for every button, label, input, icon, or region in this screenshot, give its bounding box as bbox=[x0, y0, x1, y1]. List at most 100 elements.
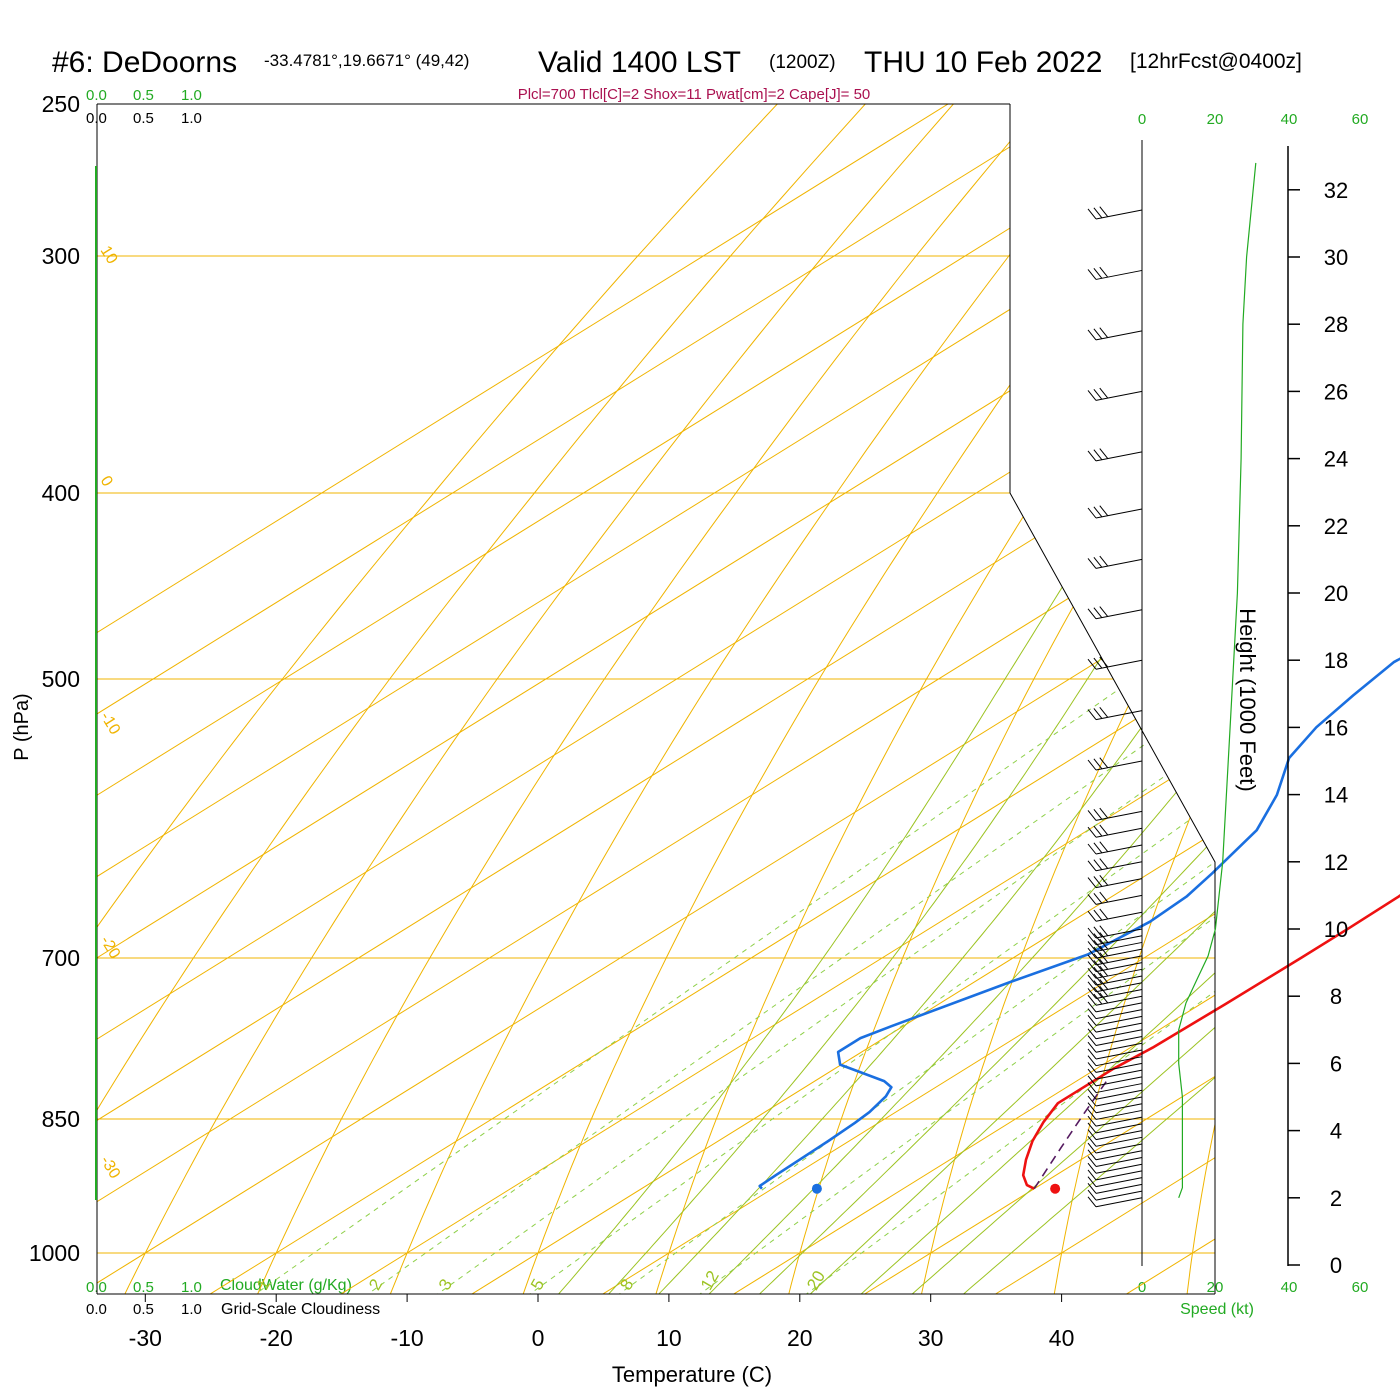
moist-adiabat-20 bbox=[719, 104, 1215, 1294]
wind-barb-flag bbox=[1099, 555, 1109, 567]
wind-barb-flag bbox=[1093, 657, 1103, 669]
isotherm--110 bbox=[97, 104, 1047, 1294]
wind-barb bbox=[1095, 1123, 1143, 1134]
wind-barb-flag bbox=[1093, 987, 1103, 998]
forecast-label: [12hrFcst@0400z] bbox=[1130, 50, 1302, 73]
wind-barb-flag bbox=[1099, 959, 1109, 970]
mixing-ratio-label: 12 bbox=[697, 1267, 723, 1293]
isotherm--80 bbox=[97, 104, 1215, 1294]
wind-barb bbox=[1095, 948, 1143, 959]
height-tick-label: 12 bbox=[1324, 850, 1348, 875]
wind-barb-flag bbox=[1087, 894, 1097, 905]
wind-barb-flag bbox=[1087, 1075, 1097, 1087]
cloud-scale-bottom-b0: 0.0 bbox=[86, 1301, 107, 1318]
moist-adiabat-8 bbox=[573, 104, 1215, 1294]
wind-barb-flag bbox=[1087, 1008, 1097, 1019]
wind-barb bbox=[1095, 1042, 1143, 1053]
moist-adiabat-28 bbox=[818, 104, 1215, 1294]
wind-barb-flag bbox=[1087, 759, 1097, 771]
speed-top-40: 40 bbox=[1281, 111, 1298, 128]
wind-barb bbox=[1095, 209, 1143, 220]
speed-top-20: 20 bbox=[1207, 111, 1224, 128]
speed-bottom-0: 0 bbox=[1138, 1279, 1146, 1296]
wind-barb-flag bbox=[1087, 1183, 1097, 1194]
wind-barb-flag bbox=[1093, 388, 1103, 400]
dry-adiabat--30 bbox=[106, 104, 1002, 1294]
height-axis-label: Height (1000 Feet) bbox=[1235, 608, 1260, 791]
wind-barb-flag bbox=[1099, 932, 1109, 943]
valid-zulu: (1200Z) bbox=[769, 52, 836, 73]
wind-barb-flag bbox=[1087, 1041, 1097, 1053]
wind-barb bbox=[1095, 1015, 1143, 1026]
y-axis-label: P (hPa) bbox=[11, 693, 33, 760]
wind-barb-flag bbox=[1087, 269, 1097, 280]
wind-barb-flag bbox=[1087, 1176, 1097, 1187]
wind-barb-flag bbox=[1087, 558, 1097, 569]
wind-barb-flag bbox=[1099, 992, 1109, 1004]
mixing-ratio-12 bbox=[648, 492, 1215, 1294]
thermo-grid bbox=[97, 104, 1215, 1294]
wind-barb-flag bbox=[1099, 979, 1109, 990]
wind-barb-flag bbox=[1099, 824, 1109, 836]
wind-barb bbox=[1095, 844, 1143, 855]
height-tick-label: 16 bbox=[1324, 715, 1348, 740]
isotherm--90 bbox=[97, 104, 1215, 1294]
wind-barb bbox=[1095, 1156, 1143, 1167]
moist-adiabat-32 bbox=[869, 104, 1215, 1294]
height-tick-label: 4 bbox=[1330, 1119, 1342, 1144]
cloud-scale-bottom-2: 1.0 bbox=[181, 1279, 202, 1296]
height-tick-label: 28 bbox=[1324, 312, 1348, 337]
isotherm-60 bbox=[1196, 104, 1215, 1294]
wind-barb bbox=[1095, 330, 1143, 341]
height-tick-label: 0 bbox=[1330, 1253, 1342, 1278]
wind-barb-flag bbox=[1087, 208, 1097, 220]
cloud-scale-top: 0.0 0.5 1.0 0.0 0.5 1.0 bbox=[86, 87, 202, 127]
wind-barb bbox=[1095, 878, 1143, 889]
height-tick-label: 24 bbox=[1324, 447, 1348, 472]
wind-barb bbox=[1095, 1036, 1143, 1047]
height-tick-label: 14 bbox=[1324, 783, 1348, 808]
wind-barb-flag bbox=[1099, 891, 1109, 903]
wind-barb bbox=[1095, 962, 1143, 973]
wind-barb bbox=[1095, 982, 1143, 993]
wind-barb-flag bbox=[1087, 961, 1097, 972]
mixing-ratio-1 bbox=[201, 492, 1215, 1294]
pressure-tick-label: 500 bbox=[42, 666, 80, 692]
wind-barb-flag bbox=[1093, 842, 1103, 854]
isotherm-30 bbox=[803, 104, 1215, 1294]
wind-barb bbox=[1095, 1083, 1143, 1094]
wind-barb-flag bbox=[1093, 876, 1103, 887]
wind-barb bbox=[1095, 1056, 1143, 1067]
mixing-ratio-label: 2 bbox=[365, 1276, 386, 1294]
x-axis-label: Temperature (C) bbox=[612, 1362, 772, 1387]
moist-adiabat-16 bbox=[670, 104, 1215, 1294]
wind-barb-flag bbox=[1093, 825, 1103, 837]
wind-barb bbox=[1095, 861, 1143, 872]
isotherm-20 bbox=[673, 104, 1215, 1294]
wind-barb-flag bbox=[1093, 808, 1103, 820]
cloud-scale-top-0: 0.0 bbox=[86, 87, 107, 104]
wind-barb-flag bbox=[1087, 1015, 1097, 1026]
cloud-scale-bottom: 0.0 0.5 1.0 CloudWater (g/Kg) 0.0 0.5 1.… bbox=[86, 1277, 380, 1318]
wind-barb-flag bbox=[1087, 390, 1097, 401]
wind-barb-flag bbox=[1099, 206, 1109, 217]
wind-barb-flag bbox=[1093, 980, 1103, 991]
wind-barb-flag bbox=[1087, 1129, 1097, 1140]
wind-barb-flag bbox=[1099, 387, 1109, 399]
valid-date: THU 10 Feb 2022 bbox=[864, 46, 1102, 79]
wind-barb-flag bbox=[1087, 1162, 1097, 1174]
axes: -30 -20 -10 0 10 20 30 402503004005007008501000… bbox=[29, 91, 1348, 1351]
wind-barb-flag bbox=[1087, 709, 1097, 720]
wind-barb bbox=[1095, 975, 1143, 986]
wind-barb-flag bbox=[1087, 988, 1097, 999]
dewpoint-profile bbox=[758, 657, 1400, 1190]
wind-barb bbox=[1095, 935, 1143, 946]
dry-adiabat--10 bbox=[375, 104, 1174, 1294]
wind-barb-flag bbox=[1087, 1169, 1097, 1181]
height-tick-label: 30 bbox=[1324, 245, 1348, 270]
cloud-scale-top-b0: 0.0 bbox=[86, 110, 107, 127]
isotherm--60 bbox=[97, 104, 1215, 1294]
wind-barb bbox=[1095, 1116, 1143, 1127]
wind-barb-flag bbox=[1087, 1082, 1097, 1093]
wind-barb bbox=[1095, 710, 1143, 721]
